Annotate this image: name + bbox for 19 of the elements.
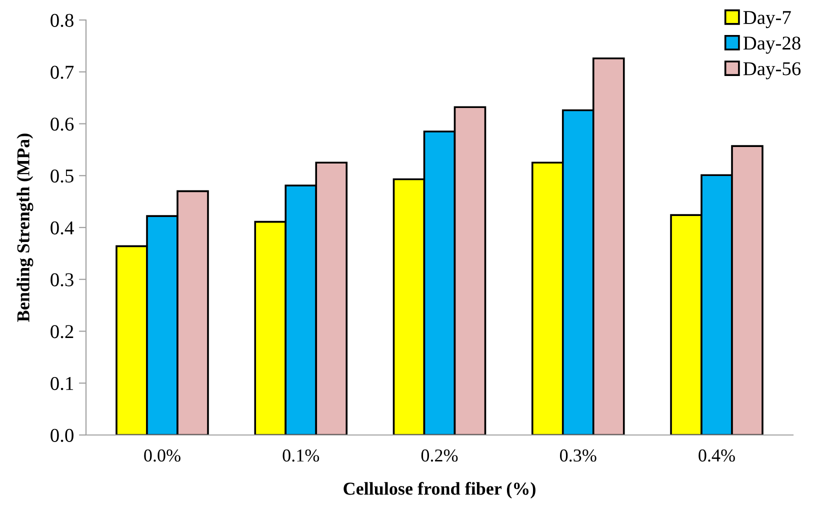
y-tick-label: 0.0 (50, 428, 74, 442)
y-tick-label: 0.8 (50, 14, 74, 28)
x-axis-title: Cellulose frond fiber (%) (344, 482, 536, 498)
y-tick-label: 0.7 (50, 66, 74, 79)
x-tick-label: 0.1% (282, 449, 320, 462)
y-tick-label: 0.3 (50, 273, 74, 286)
y-tick-label: 0.1 (50, 376, 74, 390)
y-tick-label: 0.6 (50, 118, 74, 131)
y-tick-label: 0.2 (50, 325, 74, 338)
x-tick-label: 0.2% (421, 449, 458, 462)
x-tick-label: 0.4% (698, 449, 735, 462)
y-tick-label: 0.4 (50, 221, 74, 235)
y-axis-title: Bending Strength (MPa) (16, 134, 34, 322)
legend-label: Day-28 (743, 36, 800, 54)
legend-label: Day-56 (743, 62, 801, 80)
x-tick-label: 0.0% (144, 449, 180, 462)
legend-label: Day-7 (743, 11, 791, 28)
y-tick-label: 0.5 (50, 169, 74, 183)
x-tick-label: 0.3% (560, 449, 596, 462)
